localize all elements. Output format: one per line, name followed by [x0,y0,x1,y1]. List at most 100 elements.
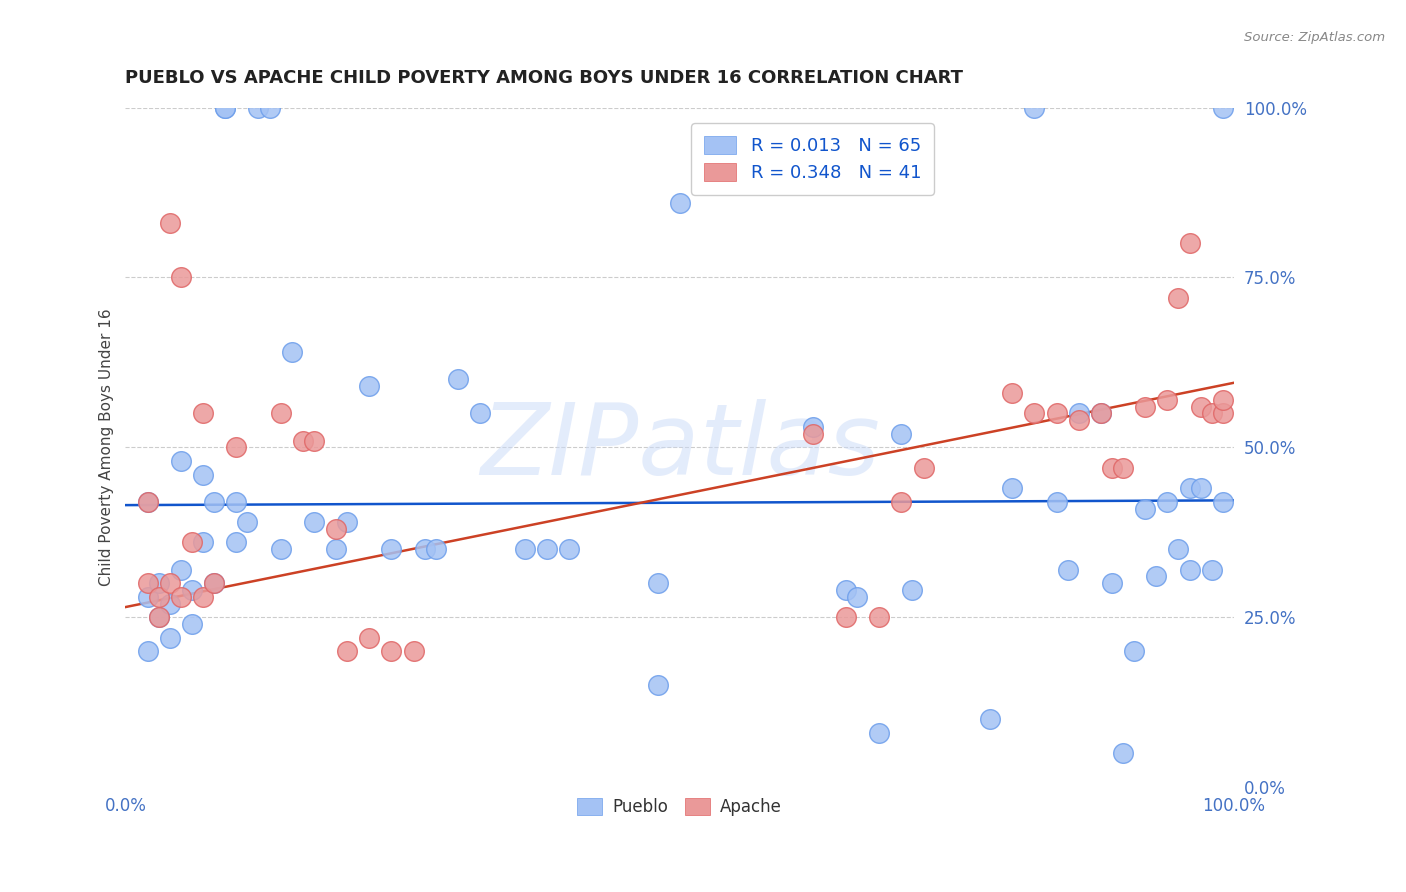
Point [447,372,470,386]
Point [425,542,447,557]
Point [236,515,259,529]
Point [846,590,869,604]
Point [1212,494,1234,508]
Point [835,610,858,624]
Point [259,101,281,115]
Point [402,644,425,658]
Point [302,434,325,448]
Text: PUEBLO VS APACHE CHILD POVERTY AMONG BOYS UNDER 16 CORRELATION CHART: PUEBLO VS APACHE CHILD POVERTY AMONG BOY… [125,69,963,87]
Point [1189,400,1212,414]
Point [1056,563,1078,577]
Text: ZIPatlas: ZIPatlas [479,399,880,496]
Point [302,515,325,529]
Point [1178,481,1201,495]
Point [1101,460,1123,475]
Point [380,542,402,557]
Point [225,494,247,508]
Point [148,576,170,591]
Point [225,535,247,549]
Point [801,426,824,441]
Point [181,617,204,632]
Point [1045,406,1067,420]
Point [1090,406,1112,420]
Point [1144,569,1167,583]
Point [325,522,347,536]
Point [835,583,858,598]
Point [159,597,181,611]
Point [148,590,170,604]
Point [1067,406,1090,420]
Point [1123,644,1146,658]
Text: Source: ZipAtlas.com: Source: ZipAtlas.com [1244,31,1385,45]
Point [202,576,225,591]
Point [1112,460,1135,475]
Point [225,441,247,455]
Point [1024,101,1046,115]
Point [1212,101,1234,115]
Point [1156,392,1178,407]
Point [191,406,214,420]
Point [359,631,381,645]
Point [136,644,159,658]
Point [1024,406,1046,420]
Point [1212,392,1234,407]
Point [181,583,204,598]
Point [1178,236,1201,251]
Point [801,420,824,434]
Point [647,576,669,591]
Point [1090,406,1112,420]
Point [136,494,159,508]
Point [890,426,912,441]
Point [1201,406,1223,420]
Point [136,576,159,591]
Point [170,454,193,468]
Point [1189,481,1212,495]
Point [890,494,912,508]
Point [270,406,292,420]
Point [1167,291,1189,305]
Point [136,590,159,604]
Point [202,576,225,591]
Point [1212,406,1234,420]
Point [191,467,214,482]
Point [868,610,890,624]
Point [1001,481,1024,495]
Point [1156,494,1178,508]
Point [868,726,890,740]
Point [470,406,492,420]
Point [1001,386,1024,401]
Point [270,542,292,557]
Point [536,542,558,557]
Point [325,542,347,557]
Point [170,270,193,285]
Point [912,460,935,475]
Point [159,631,181,645]
Point [159,216,181,230]
Point [136,494,159,508]
Point [291,434,314,448]
Point [901,583,924,598]
Point [214,101,236,115]
Point [1201,563,1223,577]
Point [1178,563,1201,577]
Point [191,535,214,549]
Point [413,542,436,557]
Point [1101,576,1123,591]
Point [513,542,536,557]
Point [170,563,193,577]
Point [202,494,225,508]
Point [668,195,690,210]
Point [170,590,193,604]
Point [1167,542,1189,557]
Point [148,610,170,624]
Point [359,379,381,393]
Point [558,542,581,557]
Point [1135,501,1157,516]
Point [647,678,669,692]
Point [1135,400,1157,414]
Point [191,590,214,604]
Point [1067,413,1090,427]
Point [247,101,270,115]
Point [1112,746,1135,760]
Point [979,712,1001,726]
